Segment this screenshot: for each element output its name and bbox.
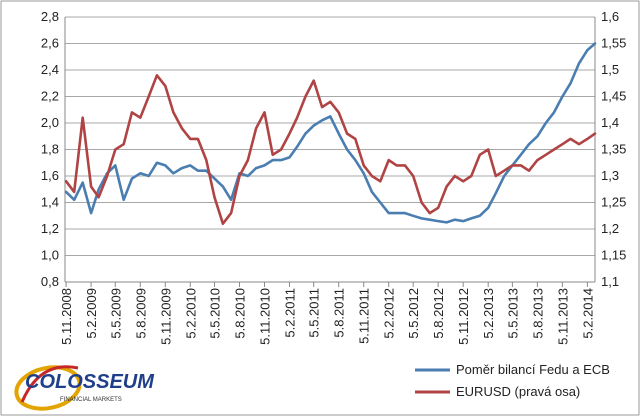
legend-label-fed-ecb: Poměr bilancí Fedu a ECB [456, 362, 610, 377]
x-tick-label: 5.8.2011 [332, 288, 347, 338]
y-right-tick-label: 1,1 [601, 274, 619, 289]
series-line-eurusd [64, 74, 597, 225]
x-tick-label: 5.2.2014 [580, 288, 595, 339]
y-left-tick-label: 1,6 [41, 168, 59, 183]
y-right-tick-label: 1,45 [601, 89, 626, 104]
x-tick-label: 5.2.2009 [84, 288, 99, 339]
y-right-tick-label: 1,6 [601, 9, 619, 24]
x-tick-label: 5.2.2013 [481, 288, 496, 339]
logo-wordmark: COLOSSEUM [25, 371, 155, 393]
y-right-tick-label: 1,2 [601, 221, 619, 236]
x-tick-label: 5.2.2012 [382, 288, 397, 339]
y-left-tick-label: 1,4 [41, 195, 59, 210]
x-tick-label: 5.11.2012 [456, 288, 471, 345]
y-left-tick-label: 1,2 [41, 221, 59, 236]
x-tick-label: 5.8.2010 [232, 288, 247, 339]
y-right-tick-label: 1,3 [601, 168, 619, 183]
y-left-tick-label: 2,0 [41, 115, 59, 130]
x-tick-label: 5.11.2010 [257, 288, 272, 345]
x-tick-label: 5.11.2011 [357, 288, 372, 344]
y-right-tick-label: 1,4 [601, 115, 619, 130]
x-tick-label: 5.2.2011 [283, 288, 298, 338]
y-right-tick-label: 1,55 [601, 36, 626, 51]
y-left-tick-label: 2,4 [41, 62, 59, 77]
y-right-tick-label: 1,5 [601, 62, 619, 77]
y-left-tick-label: 2,2 [41, 89, 59, 104]
y-left-tick-label: 2,6 [41, 36, 59, 51]
x-tick-label: 5.8.2009 [133, 288, 148, 339]
x-tick-label: 5.5.2013 [505, 288, 520, 339]
gridlines [65, 16, 595, 283]
y-right-tick-label: 1,15 [601, 248, 626, 263]
y-left-tick-label: 1,0 [41, 248, 59, 263]
y-right-tick-label: 1,35 [601, 142, 626, 157]
logo-arc-icon [20, 365, 79, 403]
series-line-fed-ecb [64, 42, 597, 224]
x-tick-label: 5.11.2009 [158, 288, 173, 345]
y-right-tick-label: 1,25 [601, 195, 626, 210]
x-tick-label: 5.5.2011 [307, 288, 322, 338]
x-tick-label: 5.5.2009 [108, 288, 123, 339]
y-left-tick-label: 0,8 [41, 274, 59, 289]
y-left-tick-label: 1,8 [41, 142, 59, 157]
logo-tagline: FINANCIAL MARKETS [60, 397, 122, 403]
x-tick-label: 5.8.2012 [431, 288, 446, 339]
y-left-tick-label: 2,8 [41, 9, 59, 24]
legend-label-eurusd: EURUSD (pravá osa) [456, 384, 580, 399]
legend: Poměr bilancí Fedu a ECB EURUSD (pravá o… [415, 362, 610, 399]
x-tick-label: 5.11.2008 [59, 288, 74, 345]
x-tick-label: 5.11.2013 [555, 288, 570, 345]
colosseum-logo: COLOSSEUM FINANCIAL MARKETS [14, 365, 155, 411]
series-lines [64, 42, 597, 225]
x-tick-label: 5.5.2012 [406, 288, 421, 339]
x-tick-label: 5.5.2010 [207, 288, 222, 339]
logo-swoosh-icon [14, 365, 82, 411]
x-tick-label: 5.2.2010 [183, 288, 198, 339]
x-tick-label: 5.8.2013 [530, 288, 545, 339]
axes: 0,8 1,0 1,2 1,4 1,6 1,8 2,0 2,2 2,4 2,6 2,8 1,1 1,15… [41, 9, 626, 345]
